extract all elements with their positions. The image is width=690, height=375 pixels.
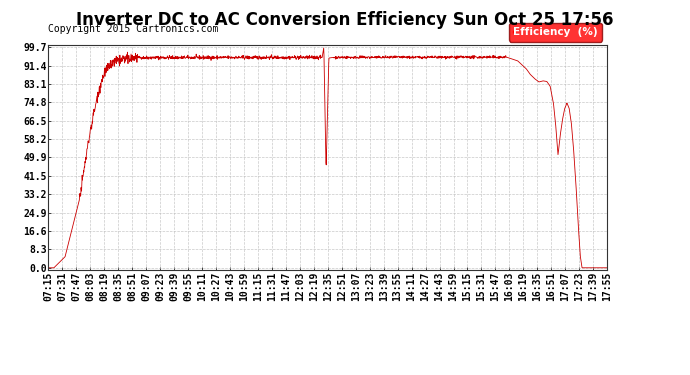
- Text: Copyright 2015 Cartronics.com: Copyright 2015 Cartronics.com: [48, 24, 219, 34]
- Legend: Efficiency  (%): Efficiency (%): [509, 23, 602, 42]
- Text: Inverter DC to AC Conversion Efficiency Sun Oct 25 17:56: Inverter DC to AC Conversion Efficiency …: [77, 11, 613, 29]
